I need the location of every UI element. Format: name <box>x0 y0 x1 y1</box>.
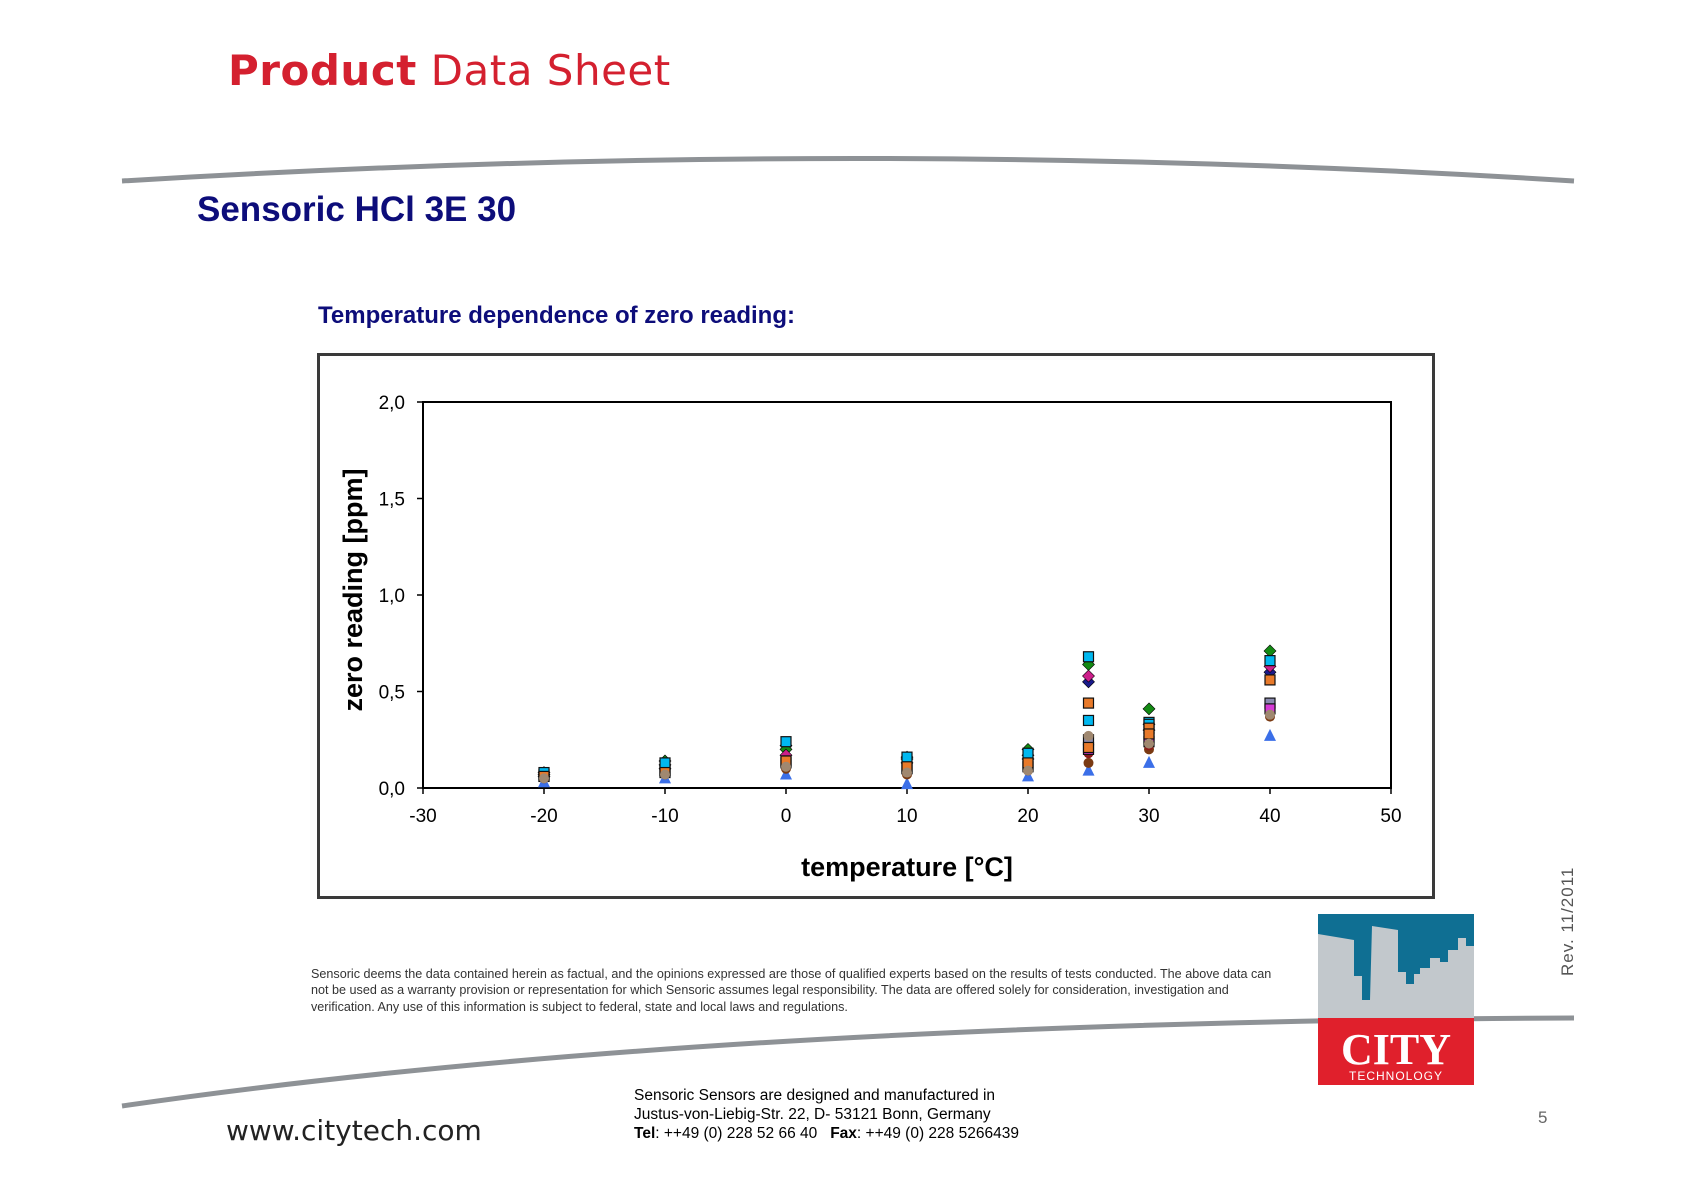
zero-reading-scatter-chart: -30 -20 -10 0 10 20 30 40 50 0,0 0,5 1,0 1,5 2,0 tempe… <box>338 393 1402 882</box>
data-point <box>1264 728 1276 741</box>
logo-sub-text: TECHNOLOGY <box>1349 1069 1443 1083</box>
header-title-regular: Data Sheet <box>430 46 671 95</box>
data-point <box>901 751 913 763</box>
data-point <box>1082 697 1095 709</box>
footer-address: Sensoric Sensors are designed and manufa… <box>634 1086 1019 1143</box>
data-point <box>1143 755 1155 768</box>
data-point <box>1082 763 1095 776</box>
plot-area-border <box>422 401 1392 789</box>
website-link[interactable]: www.citytech.com <box>226 1114 482 1147</box>
logo-skyline <box>1318 914 1474 1000</box>
data-point <box>539 773 549 784</box>
x-tick-label: 30 <box>1138 806 1159 827</box>
x-tick-label: -10 <box>651 806 678 827</box>
y-axis-label: zero reading [ppm] <box>338 468 368 711</box>
x-tick-label: 40 <box>1259 806 1280 827</box>
data-point <box>1265 709 1275 720</box>
data-point <box>1082 714 1095 727</box>
chart-frame <box>317 353 1435 899</box>
address-line-1: Sensoric Sensors are designed and manufa… <box>634 1087 996 1104</box>
data-point <box>1082 651 1095 663</box>
data-point <box>1082 669 1095 683</box>
data-point <box>659 757 671 769</box>
y-tick-label: 1,0 <box>379 586 405 607</box>
city-technology-logo: CITY TECHNOLOGY <box>1318 914 1474 1085</box>
data-point <box>1144 738 1154 749</box>
data-point <box>1264 674 1276 686</box>
data-point <box>1023 765 1033 776</box>
contact-line: Tel: ++49 (0) 228 52 66 40 Fax: ++49 (0)… <box>634 1124 1019 1143</box>
x-tick-label: -30 <box>409 806 436 827</box>
logo-red-band <box>1318 1018 1474 1085</box>
header-title-bold: Product <box>228 46 417 95</box>
data-point <box>1083 730 1094 741</box>
fax-label: Fax <box>830 1125 857 1142</box>
tel-value: : ++49 (0) 228 52 66 40 <box>655 1125 818 1142</box>
data-point <box>1143 728 1155 740</box>
section-title: Temperature dependence of zero reading: <box>318 302 795 329</box>
fax-value: : ++49 (0) 228 5266439 <box>856 1125 1019 1142</box>
x-tick-label: 50 <box>1380 806 1401 827</box>
data-point <box>1083 757 1094 768</box>
logo-brand-text: CITY <box>1341 1025 1451 1074</box>
y-tick-label: 2,0 <box>379 393 405 414</box>
data-point <box>780 736 792 748</box>
data-point <box>1142 702 1156 716</box>
data-point <box>1022 747 1034 759</box>
product-data-sheet-header: Product Data Sheet <box>228 46 671 95</box>
page-number: 5 <box>1538 1108 1548 1127</box>
x-tick-label: 20 <box>1017 806 1038 827</box>
tel-label: Tel <box>634 1125 656 1142</box>
revision-label: Rev. 11/2011 <box>1558 866 1577 976</box>
y-tick-label: 0,5 <box>379 683 405 704</box>
data-point <box>781 761 791 772</box>
x-tick-label: -20 <box>530 806 557 827</box>
x-tick-label: 0 <box>781 806 792 827</box>
data-point <box>1082 741 1095 754</box>
data-point <box>660 769 670 780</box>
document-title: Sensoric HCl 3E 30 <box>197 190 517 229</box>
y-tick-label: 0,0 <box>379 779 405 800</box>
address-line-2: Justus-von-Liebig-Str. 22, D- 53121 Bonn… <box>634 1106 991 1123</box>
data-point <box>901 777 913 790</box>
y-tick-label: 1,5 <box>379 490 405 511</box>
disclaimer-text: Sensoric deems the data contained herein… <box>311 967 1272 1014</box>
x-axis-label: temperature [°C] <box>801 852 1013 882</box>
data-point <box>1264 655 1276 667</box>
x-tick-label: 10 <box>896 806 917 827</box>
data-point <box>902 767 912 778</box>
